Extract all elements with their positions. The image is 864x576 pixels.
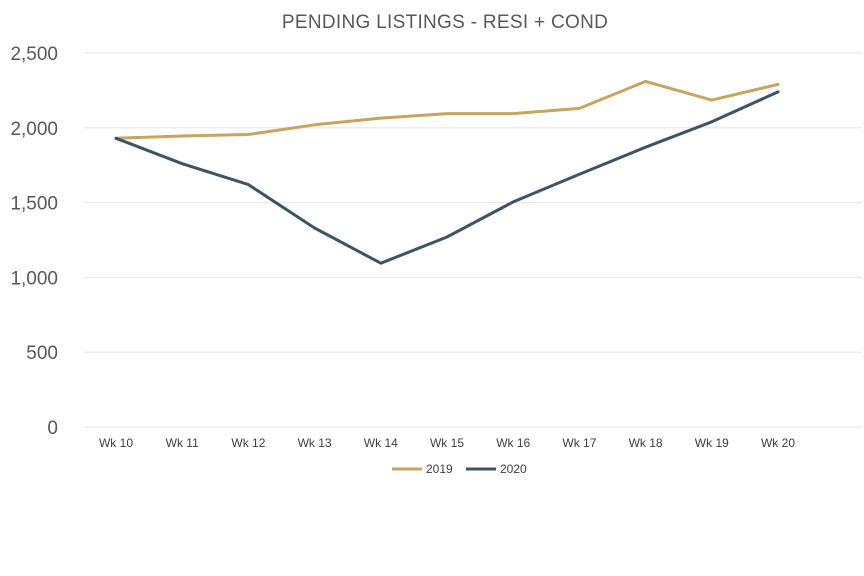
x-tick-label: Wk 20 xyxy=(761,436,795,450)
y-tick-label: 1,500 xyxy=(10,194,58,215)
x-tick-label: Wk 18 xyxy=(629,436,663,450)
x-tick-label: Wk 11 xyxy=(166,436,199,450)
x-tick-label: Wk 10 xyxy=(99,436,133,450)
legend: 2019 2020 xyxy=(392,462,527,476)
y-axis-ticks: 0 500 1,000 1,500 2,000 2,500 xyxy=(10,44,58,439)
x-tick-label: Wk 15 xyxy=(430,436,464,450)
x-tick-label: Wk 14 xyxy=(364,436,398,450)
legend-label: 2019 xyxy=(426,462,453,476)
chart-title: PENDING LISTINGS - RESI + COND xyxy=(282,12,608,33)
x-tick-label: Wk 13 xyxy=(298,436,332,450)
y-tick-label: 0 xyxy=(47,418,58,439)
series-lines xyxy=(114,79,780,265)
legend-label: 2020 xyxy=(500,462,527,476)
x-tick-label: Wk 16 xyxy=(496,436,530,450)
y-tick-label: 500 xyxy=(26,343,58,364)
series-line-2020 xyxy=(114,90,780,265)
x-tick-label: Wk 12 xyxy=(231,436,265,450)
gridlines xyxy=(84,52,862,428)
y-tick-label: 1,000 xyxy=(10,268,58,289)
x-tick-label: Wk 19 xyxy=(695,436,729,450)
y-tick-label: 2,500 xyxy=(10,44,58,65)
y-tick-label: 2,000 xyxy=(10,119,58,140)
x-axis-ticks: Wk 10 Wk 11 Wk 12 Wk 13 Wk 14 Wk 15 Wk 16 Wk 17… xyxy=(99,436,795,450)
x-tick-label: Wk 17 xyxy=(562,436,596,450)
series-line-2019 xyxy=(114,79,780,140)
